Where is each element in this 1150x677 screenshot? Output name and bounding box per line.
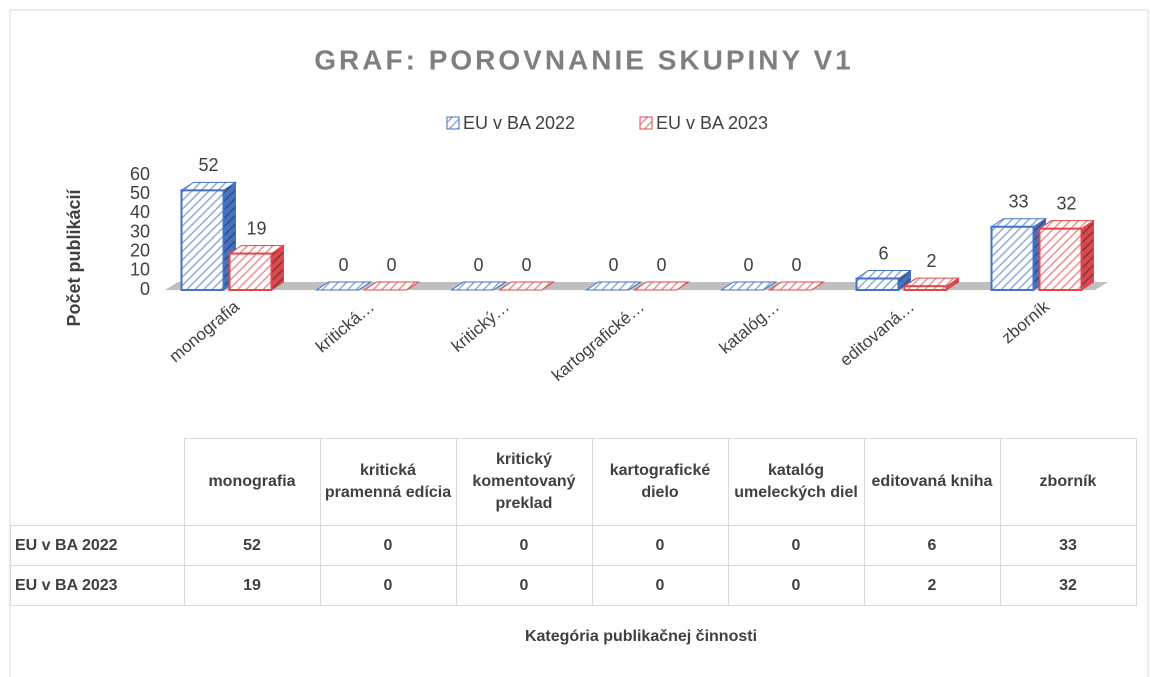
data-label: 0 bbox=[791, 255, 801, 275]
legend-swatch bbox=[446, 116, 460, 130]
data-label: 0 bbox=[521, 255, 531, 275]
bar bbox=[855, 277, 900, 291]
legend-swatch bbox=[639, 116, 653, 130]
data-label: 6 bbox=[878, 243, 888, 263]
data-label: 2 bbox=[926, 251, 936, 271]
table-cell: 32 bbox=[999, 565, 1137, 606]
table-corner bbox=[10, 438, 185, 526]
x-tick-label: kritická… bbox=[312, 297, 378, 356]
data-label: 0 bbox=[386, 255, 396, 275]
data-label: 0 bbox=[338, 255, 348, 275]
x-axis-label: Kategória publikačnej činnosti bbox=[525, 628, 757, 645]
table-cell: 0 bbox=[319, 565, 457, 606]
table-cell: 0 bbox=[591, 565, 729, 606]
y-tick-label: 30 bbox=[130, 221, 150, 241]
bar bbox=[903, 285, 948, 291]
y-tick-label: 20 bbox=[130, 240, 150, 260]
bar bbox=[1038, 227, 1083, 292]
table-cell: 0 bbox=[455, 565, 593, 606]
table-header: kritický komentovaný preklad bbox=[455, 438, 593, 526]
bar bbox=[990, 225, 1035, 291]
table-header: editovaná kniha bbox=[863, 438, 1001, 526]
table-cell: 0 bbox=[727, 525, 865, 566]
table-header-row: monografia kritická pramenná edícia kritic… bbox=[10, 438, 1137, 526]
data-label: 52 bbox=[198, 155, 218, 175]
bar-top bbox=[314, 281, 373, 291]
table-cell: 19 bbox=[183, 565, 321, 606]
x-tick-label: kritický… bbox=[448, 297, 513, 356]
table-header: zborník bbox=[999, 438, 1137, 526]
bar-top bbox=[584, 281, 643, 291]
legend-label: EU v BA 2022 bbox=[463, 113, 575, 133]
table-cell: 6 bbox=[863, 525, 1001, 566]
table-header: kartografické dielo bbox=[591, 438, 729, 526]
table-row-label: EU v BA 2022 bbox=[10, 525, 185, 566]
table-header: monografia bbox=[183, 438, 321, 526]
table-cell: 52 bbox=[183, 525, 321, 566]
table-cell: 33 bbox=[999, 525, 1137, 566]
data-table: monografia kritická pramenná edícia kritic… bbox=[10, 438, 1137, 606]
bar-top bbox=[362, 281, 421, 291]
table-cell: 0 bbox=[455, 525, 593, 566]
chart-title: GRAF: POROVNANIE SKUPINY V1 bbox=[314, 44, 853, 75]
x-tick-label: editovaná… bbox=[836, 297, 918, 370]
data-label: 0 bbox=[608, 255, 618, 275]
table-row: EU v BA 2022 52 0 0 0 0 6 33 bbox=[10, 525, 1137, 566]
legend-label: EU v BA 2023 bbox=[656, 113, 768, 133]
bar-top bbox=[632, 281, 691, 291]
x-tick-label: zborník bbox=[998, 297, 1053, 348]
data-label: 0 bbox=[473, 255, 483, 275]
table-row-label: EU v BA 2023 bbox=[10, 565, 185, 606]
table-cell: 0 bbox=[591, 525, 729, 566]
data-label: 0 bbox=[743, 255, 753, 275]
y-axis-label: Počet publikácií bbox=[64, 188, 84, 326]
y-tick-label: 10 bbox=[130, 260, 150, 280]
data-label: 0 bbox=[656, 255, 666, 275]
y-tick-label: 60 bbox=[130, 164, 150, 184]
data-label: 32 bbox=[1056, 193, 1076, 213]
bar-top bbox=[497, 281, 556, 291]
y-tick-label: 40 bbox=[130, 202, 150, 222]
table-header: kritická pramenná edícia bbox=[319, 438, 457, 526]
data-label: 19 bbox=[246, 218, 266, 238]
table-header: katalóg umeleckých diel bbox=[727, 438, 865, 526]
bar bbox=[180, 189, 225, 291]
bar-top bbox=[449, 281, 508, 291]
x-tick-label: katalóg… bbox=[716, 297, 783, 358]
bar-top bbox=[719, 281, 778, 291]
x-tick-label: kartografické… bbox=[548, 297, 648, 385]
table-cell: 2 bbox=[863, 565, 1001, 606]
bar-top bbox=[767, 281, 826, 291]
table-row: EU v BA 2023 19 0 0 0 0 2 32 bbox=[10, 565, 1137, 606]
chart-border bbox=[9, 9, 1149, 677]
table-cell: 0 bbox=[319, 525, 457, 566]
bar-side bbox=[1081, 219, 1094, 291]
table-cell: 0 bbox=[727, 565, 865, 606]
bar bbox=[228, 252, 273, 291]
y-tick-label: 0 bbox=[140, 279, 150, 299]
x-tick-label: monografia bbox=[166, 297, 244, 367]
data-label: 33 bbox=[1008, 192, 1028, 212]
y-tick-label: 50 bbox=[130, 183, 150, 203]
